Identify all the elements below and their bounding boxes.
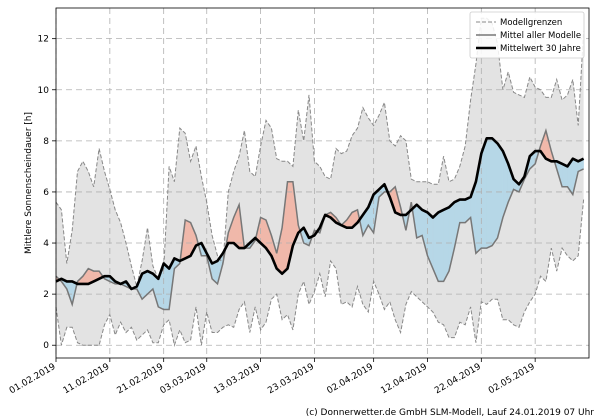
below-average-area	[163, 263, 170, 310]
x-tick-label: 13.03.2019	[212, 362, 262, 397]
x-tick-label: 21.02.2019	[116, 362, 166, 397]
above-average-area	[185, 219, 191, 259]
x-tick-label: 23.03.2019	[266, 362, 316, 397]
copyright-footer: (c) Donnerwetter.de GmbH SLM-Modell, Lau…	[305, 408, 594, 418]
y-tick-label: 10	[38, 86, 50, 96]
legend: Modellgrenzen Mittel aller Modelle Mitte…	[469, 11, 585, 59]
y-axis-ticks: 0 2 4 6 8 10 12	[38, 35, 56, 351]
series-lines	[55, 17, 585, 348]
model-min-line	[55, 199, 585, 348]
y-tick-label: 4	[43, 239, 49, 249]
y-tick-label: 2	[43, 290, 49, 300]
x-tick-label: 02.05.2019	[487, 362, 537, 397]
x-tick-label: 11.02.2019	[62, 362, 112, 397]
x-tick-label: 01.02.2019	[8, 362, 58, 397]
below-average-area	[438, 209, 444, 282]
legend-label-mittelwert-30-jahre: Mittelwert 30 Jahre	[500, 44, 581, 54]
below-average-area	[486, 138, 493, 249]
y-axis-label: Mittlere Sonnenscheindauer [h]	[24, 112, 34, 254]
x-tick-label: 02.04.2019	[326, 362, 376, 397]
climate-mean-line	[55, 137, 585, 291]
y-tick-label: 8	[43, 137, 49, 147]
plot-frame	[55, 7, 590, 359]
legend-label-mittel-aller-modelle: Mittel aller Modelle	[500, 31, 581, 41]
model-mean-line	[55, 128, 584, 311]
y-tick-label: 0	[43, 341, 49, 351]
y-tick-label: 6	[43, 188, 49, 198]
legend-box	[469, 11, 585, 59]
legend-label-modellgrenzen: Modellgrenzen	[500, 18, 562, 28]
below-average-area	[443, 206, 450, 282]
model-max-line	[55, 17, 585, 287]
x-axis-ticks: 01.02.2019 11.02.2019 21.02.201903.03.2019…	[8, 358, 537, 396]
x-tick-label: 12.04.2019	[379, 362, 429, 397]
below-average-area	[459, 199, 466, 223]
y-tick-label: 12	[38, 35, 49, 45]
x-tick-label: 03.03.2019	[159, 362, 209, 397]
x-tick-label: 22.04.2019	[433, 362, 483, 397]
model-range-band	[56, 18, 584, 346]
model-range-area	[56, 18, 584, 346]
